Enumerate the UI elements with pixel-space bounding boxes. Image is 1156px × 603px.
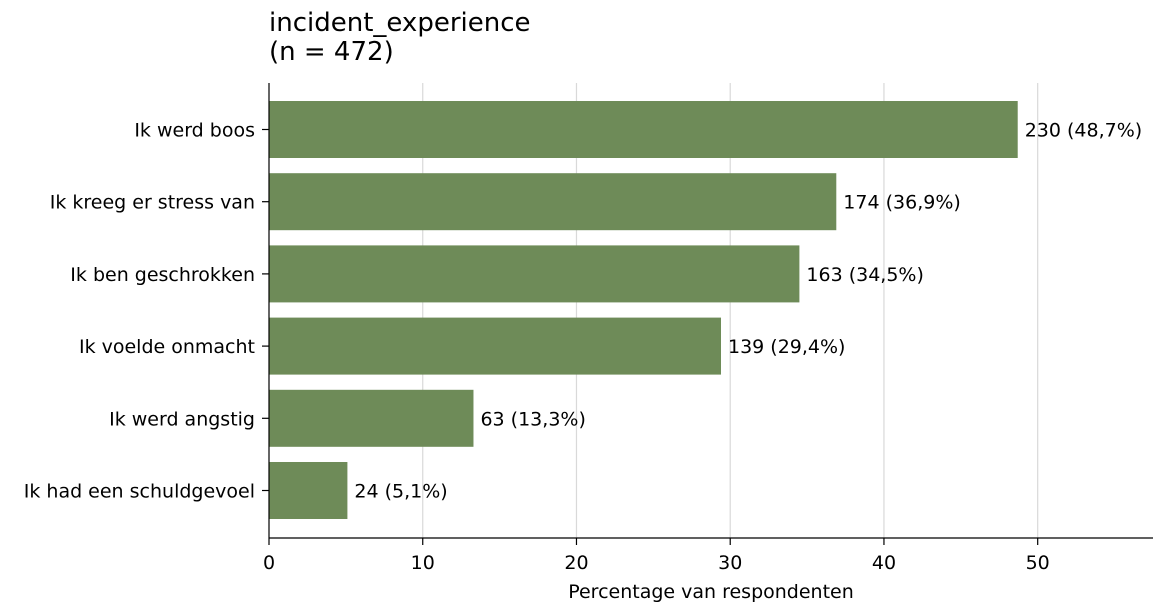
chart-title-line2: (n = 472) (269, 37, 394, 67)
x-tick-label: 30 (718, 552, 742, 574)
bar-value-label: 63 (13,3%) (480, 408, 585, 430)
bar-value-label: 230 (48,7%) (1025, 120, 1143, 142)
data-labels: 230 (48,7%) 174 (36,9%) 163 (34,5%) 139 (29… (354, 120, 1142, 503)
x-tick-label: 10 (411, 552, 435, 574)
bar-value-label: 139 (29,4%) (728, 336, 846, 358)
x-axis-ticks: 0 10 20 30 40 50 (263, 538, 1050, 574)
x-tick-label: 20 (564, 552, 588, 574)
x-axis-label: Percentage van respondenten (568, 581, 854, 603)
bar-value-label: 174 (36,9%) (843, 192, 961, 214)
chart-title-line1: incident_experience (269, 8, 531, 38)
x-tick-label: 40 (872, 552, 896, 574)
gridlines (422, 83, 1039, 538)
y-axis-category-labels: Ik werd boos Ik kreeg er stress van Ik ben… (24, 120, 269, 503)
y-category-label: Ik werd angstig (109, 408, 255, 430)
bar (269, 245, 800, 303)
bar (269, 389, 474, 447)
y-category-label: Ik had een schuldgevoel (24, 481, 255, 503)
y-category-label: Ik werd boos (134, 120, 255, 142)
y-category-label: Ik kreeg er stress van (50, 192, 255, 214)
bars (269, 101, 1018, 519)
bar (269, 317, 721, 375)
y-category-label: Ik ben geschrokken (70, 264, 255, 286)
bar (269, 101, 1018, 158)
x-tick-label: 50 (1026, 552, 1050, 574)
bar-value-label: 163 (34,5%) (806, 264, 924, 286)
bar-value-label: 24 (5,1%) (354, 481, 447, 503)
bar (269, 462, 348, 519)
bar (269, 173, 837, 231)
x-tick-label: 0 (263, 552, 275, 574)
y-category-label: Ik voelde onmacht (79, 336, 255, 358)
